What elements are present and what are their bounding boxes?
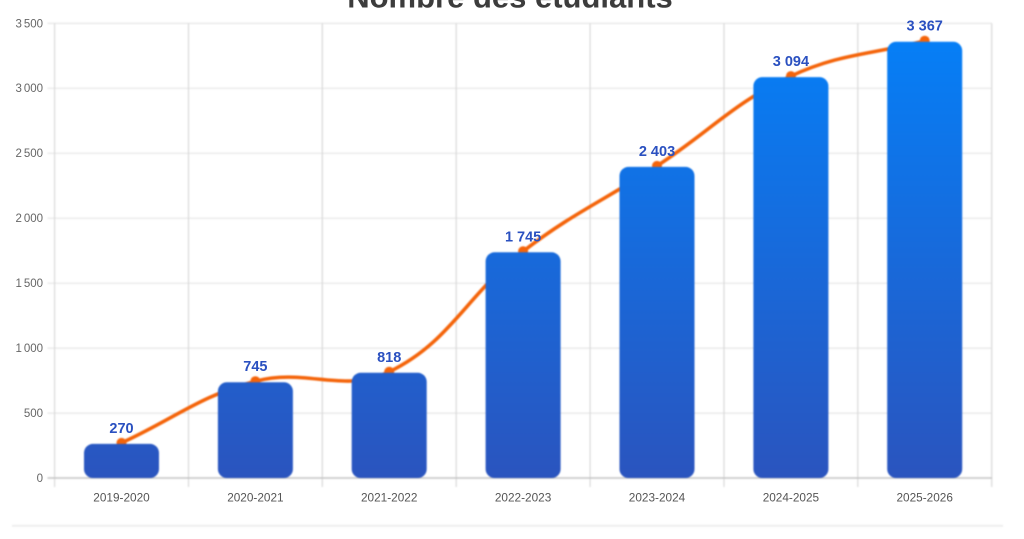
svg-text:3 500: 3 500 xyxy=(16,18,43,30)
svg-text:Nombre des étudiants: Nombre des étudiants xyxy=(347,0,673,15)
svg-text:2019-2020: 2019-2020 xyxy=(93,491,150,505)
svg-text:3 000: 3 000 xyxy=(16,83,43,95)
svg-text:2 403: 2 403 xyxy=(639,144,675,160)
svg-text:2024-2025: 2024-2025 xyxy=(763,491,820,505)
svg-text:270: 270 xyxy=(109,421,133,437)
svg-text:500: 500 xyxy=(24,408,43,420)
svg-text:2023-2024: 2023-2024 xyxy=(629,491,686,505)
svg-text:2025-2026: 2025-2026 xyxy=(896,491,953,505)
svg-text:818: 818 xyxy=(377,350,401,366)
svg-text:3 367: 3 367 xyxy=(907,19,943,35)
svg-text:1 000: 1 000 xyxy=(16,343,43,355)
svg-text:3 094: 3 094 xyxy=(773,54,809,70)
svg-text:2022-2023: 2022-2023 xyxy=(495,491,552,505)
svg-text:2021-2022: 2021-2022 xyxy=(361,491,417,505)
svg-text:2 500: 2 500 xyxy=(16,148,43,160)
svg-text:745: 745 xyxy=(243,359,267,375)
svg-text:2 000: 2 000 xyxy=(16,213,43,225)
svg-text:1 500: 1 500 xyxy=(16,278,43,290)
svg-text:0: 0 xyxy=(37,473,43,485)
svg-text:2020-2021: 2020-2021 xyxy=(227,491,283,505)
svg-text:1 745: 1 745 xyxy=(505,229,541,245)
